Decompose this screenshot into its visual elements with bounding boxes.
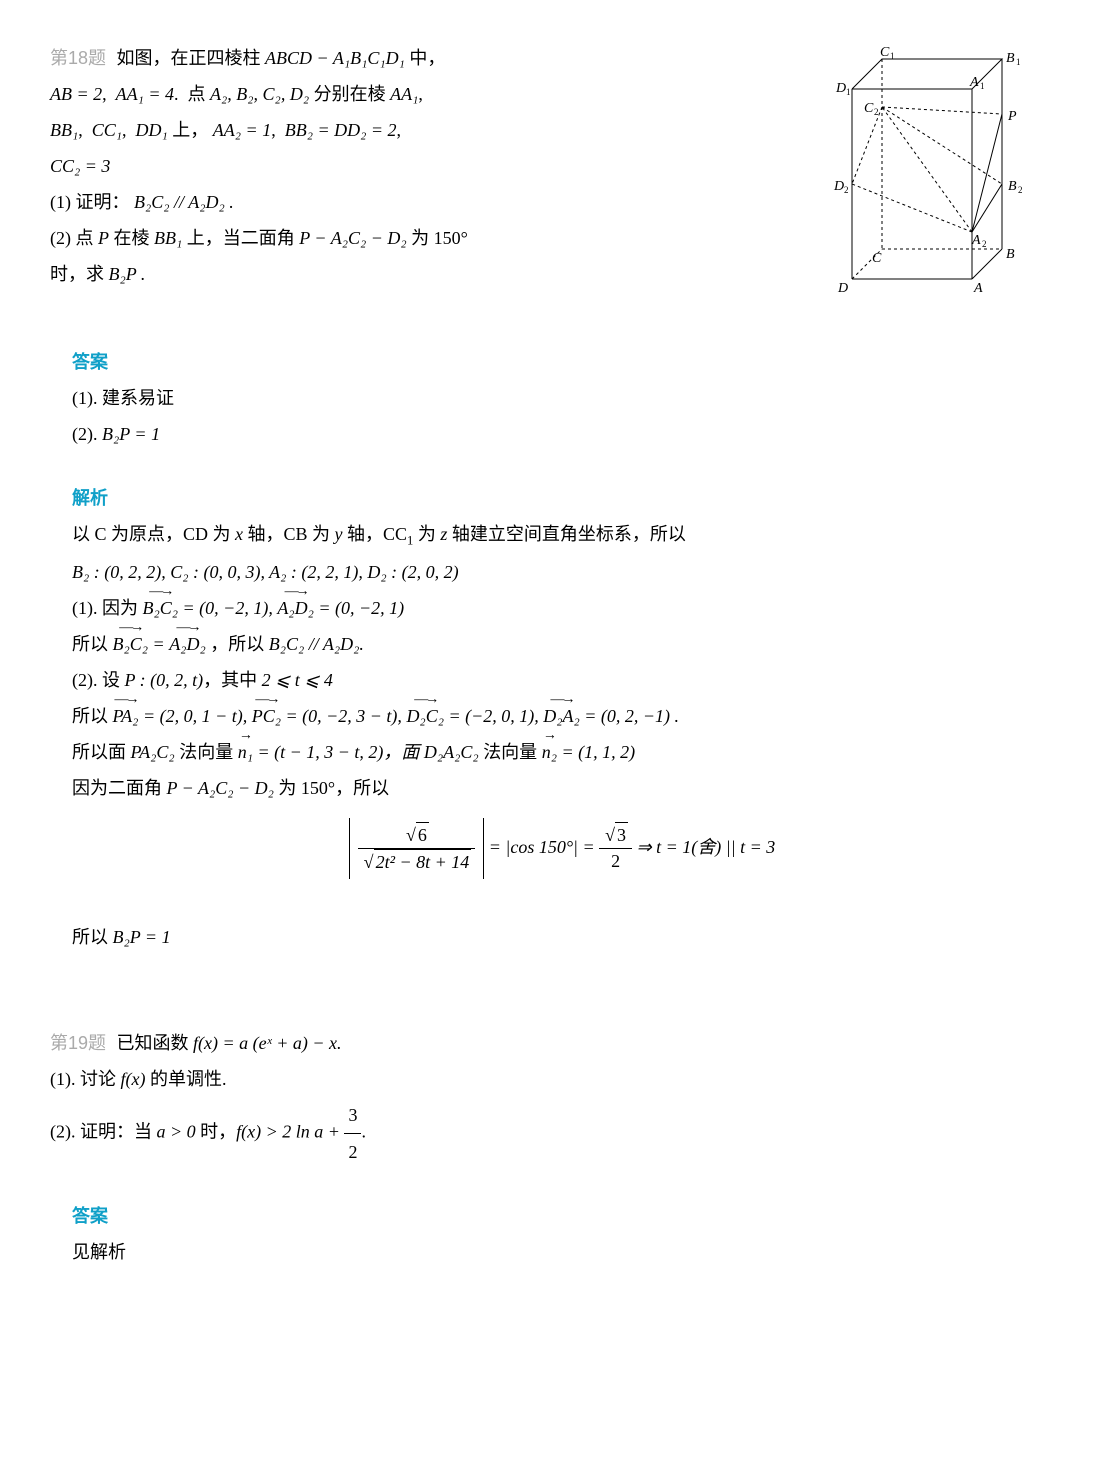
jx-l9: 所以 B₂P = 1 xyxy=(72,919,1052,955)
jx-l1: 以 C 为原点，CD 为 x 轴，CB 为 y 轴，CC1 为 z 轴建立空间直… xyxy=(72,516,1052,554)
svg-text:1: 1 xyxy=(846,87,851,97)
answer-heading: 答案 xyxy=(72,344,1052,380)
svg-text:A: A xyxy=(969,75,979,90)
svg-text:2: 2 xyxy=(844,185,849,195)
answer-heading-19: 答案 xyxy=(72,1198,1052,1234)
svg-text:C: C xyxy=(872,251,882,266)
q18-block: 第18题 如图，在正四棱柱 ABCD − A₁B₁C₁D₁ 中， AB = 2,… xyxy=(50,40,1052,316)
jx-l6: 所以 PA₂ = (2, 0, 1 − t), PC₂ = (0, −2, 3 … xyxy=(72,698,1052,734)
svg-text:2: 2 xyxy=(1018,185,1023,195)
q18-aa1: AA₁ = 4 xyxy=(116,84,174,104)
q18-text: 第18题 如图，在正四棱柱 ABCD − A₁B₁C₁D₁ 中， AB = 2,… xyxy=(50,40,792,292)
jx-l4: 所以 B₂C₂ = A₂D₂ ，所以 B₂C₂ // A₂D₂. xyxy=(72,626,1052,662)
svg-text:D: D xyxy=(835,81,846,96)
svg-text:B: B xyxy=(1006,247,1015,262)
svg-text:D: D xyxy=(837,281,848,296)
jx-l2: B₂ : (0, 2, 2), C₂ : (0, 0, 3), A₂ : (2,… xyxy=(72,554,1052,590)
q18-figure: A B C D A1 B1 C1 D1 A2 B2 C2 D2 P xyxy=(792,40,1052,316)
jx-equation: 6 2t² − 8t + 14 = |cos 150°| = 3 2 ⇒ t =… xyxy=(72,818,1052,879)
a18-l1: (1). 建系易证 xyxy=(72,380,1052,416)
jx-l7: 所以面 PA₂C₂ 法向量 n₁ = (t − 1, 3 − t, 2)，面 D… xyxy=(72,734,1052,770)
q18-prism: ABCD − A₁B₁C₁D₁ xyxy=(265,48,405,68)
jx-l3: (1). 因为 B₂C₂ = (0, −2, 1), A₂D₂ = (0, −2… xyxy=(72,590,1052,626)
svg-text:C: C xyxy=(864,101,874,116)
q18-cc2: CC₂ = 3 xyxy=(50,156,110,176)
jx-l8: 因为二面角 P − A₂C₂ − D₂ 为 150°，所以 xyxy=(72,770,1052,806)
svg-text:1: 1 xyxy=(890,51,895,61)
q19-label: 第19题 xyxy=(50,1033,106,1053)
prism-svg: A B C D A1 B1 C1 D1 A2 B2 C2 D2 P xyxy=(792,44,1042,304)
svg-text:C: C xyxy=(880,45,890,60)
q18-p1: 如图，在正四棱柱 xyxy=(117,48,266,68)
svg-text:B: B xyxy=(1006,51,1015,66)
a19: 见解析 xyxy=(72,1234,1052,1270)
svg-text:P: P xyxy=(1007,109,1017,124)
svg-text:1: 1 xyxy=(980,81,985,91)
svg-text:2: 2 xyxy=(874,107,879,117)
q18-pts: A₂, B₂, C₂, D₂ xyxy=(210,84,309,104)
analysis-heading: 解析 xyxy=(72,480,1052,516)
svg-text:A: A xyxy=(971,233,981,248)
svg-text:B: B xyxy=(1008,179,1017,194)
svg-text:A: A xyxy=(973,281,983,296)
q19-block: 第19题 已知函数 f(x) = a (eˣ + a) − x. (1). 讨论… xyxy=(50,1025,1052,1170)
q18-ab: AB = 2 xyxy=(50,84,102,104)
svg-text:1: 1 xyxy=(1016,57,1021,67)
svg-text:2: 2 xyxy=(982,239,987,249)
page: 第18题 如图，在正四棱柱 ABCD − A₁B₁C₁D₁ 中， AB = 2,… xyxy=(50,40,1052,1270)
svg-text:D: D xyxy=(833,179,844,194)
a18-l2: B₂P = 1 xyxy=(102,424,160,444)
q18-label: 第18题 xyxy=(50,48,106,68)
